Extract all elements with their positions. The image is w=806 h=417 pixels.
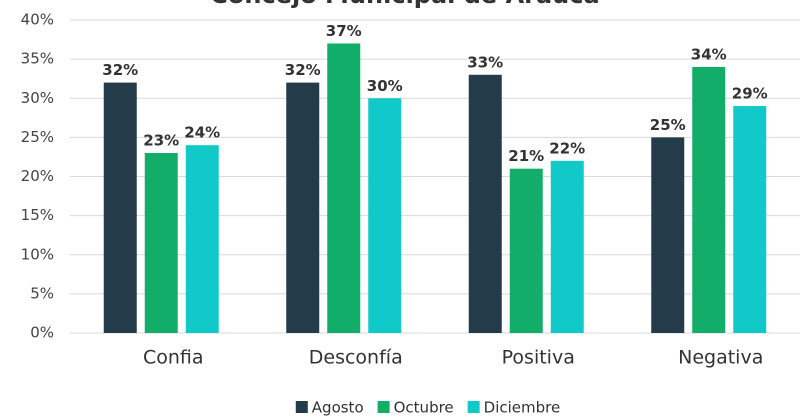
legend-label: Agosto [312,399,364,417]
bar [144,153,178,333]
y-tick-label: 10% [21,245,54,263]
value-label: 32% [102,61,138,79]
value-label: 24% [184,124,220,142]
bar [185,145,219,333]
bar [368,98,402,333]
bar [509,168,543,333]
value-label: 37% [326,22,362,40]
legend-swatch [467,401,480,413]
x-tick-label: Positiva [502,347,575,369]
y-tick-label: 0% [30,324,54,342]
value-label: 29% [732,85,768,103]
bar [733,106,767,333]
legend-label: Octubre [394,399,454,417]
legend-swatch [377,401,390,413]
chart-title: Concejo Municipal de Arauca [210,0,599,9]
value-label: 22% [549,139,585,157]
value-label: 32% [285,61,321,79]
bar [468,74,502,334]
bar [651,137,685,333]
value-label: 21% [508,147,544,165]
value-label: 23% [143,132,179,150]
y-tick-label: 40% [21,11,54,29]
legend: Agosto Octubre Diciembre [295,399,561,417]
y-tick-label: 30% [21,89,54,107]
y-tick-label: 25% [21,128,54,146]
x-tick-label: Confia [143,347,204,369]
x-tick-label: Desconfía [309,347,403,369]
x-tick-label: Negativa [678,347,763,369]
bar [103,82,137,333]
value-label: 30% [367,77,403,95]
bar [286,82,320,333]
y-tick-label: 35% [21,50,54,68]
y-tick-label: 15% [21,206,54,224]
value-label: 34% [691,45,727,63]
bar [327,43,361,333]
bar [692,66,726,333]
value-label: 33% [467,53,503,71]
bar [550,160,584,333]
y-tick-label: 20% [21,167,54,185]
y-tick-label: 5% [30,284,54,302]
value-label: 25% [650,116,686,134]
legend-swatch [295,401,308,413]
legend-label: Diciembre [484,399,561,417]
